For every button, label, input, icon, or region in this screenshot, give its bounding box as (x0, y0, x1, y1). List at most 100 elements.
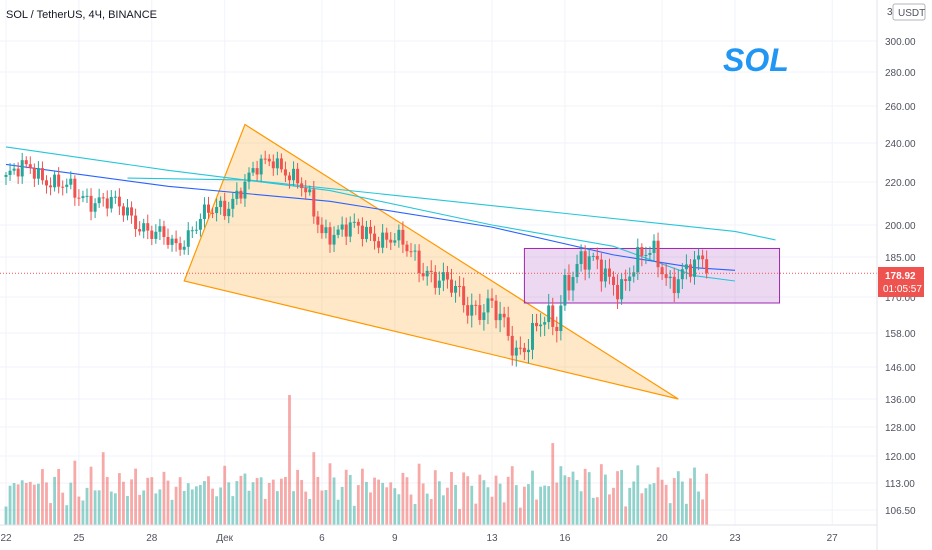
volume-bar (442, 495, 445, 525)
candle-body (28, 164, 32, 168)
volume-bar (73, 460, 77, 525)
candle-body (81, 196, 85, 198)
candle-body (211, 212, 215, 214)
candle-body (656, 240, 660, 268)
candle (113, 190, 117, 204)
candle (312, 180, 316, 224)
candle (656, 232, 660, 278)
candle (522, 342, 526, 360)
time-tick-label: 9 (392, 533, 398, 544)
candle (126, 198, 129, 221)
volume-bar (118, 473, 121, 525)
volume-bar (583, 468, 587, 525)
candle-body (397, 229, 401, 241)
volume-bar (490, 496, 494, 525)
time-tick-label: 23 (729, 533, 741, 544)
candle-body (219, 200, 223, 208)
candle (462, 277, 466, 313)
candle (567, 264, 571, 301)
candle-body (680, 269, 684, 280)
candle-body (668, 276, 672, 279)
candle (146, 214, 150, 240)
volume-bar (361, 468, 364, 525)
candle (644, 246, 648, 265)
volume-bar (454, 484, 457, 525)
candle-body (65, 184, 69, 187)
volume-bar (150, 477, 154, 525)
symbol-watermark: SOL (723, 42, 789, 78)
candle-body (612, 276, 615, 285)
volume-bar (284, 476, 287, 525)
volume-bar (685, 503, 688, 525)
candle (207, 196, 210, 219)
volume-bar (130, 479, 133, 525)
candle (559, 295, 563, 341)
candle-body (421, 273, 425, 277)
candle (138, 221, 142, 236)
volume-bar (280, 478, 283, 525)
volume-bar (644, 488, 648, 525)
candle (275, 151, 279, 176)
candle-body (117, 196, 121, 207)
price-axis[interactable]: 300.00 280.00 260.00 240.00 220.00 200.00 185.… (876, 0, 916, 550)
time-tick-label: 25 (73, 533, 85, 544)
candle (117, 188, 121, 215)
candle-body (385, 232, 389, 240)
volume-bar (255, 478, 259, 525)
candle (296, 162, 300, 189)
candle-body (607, 268, 611, 277)
volume-bar (689, 478, 692, 525)
candle (616, 274, 620, 309)
candle (612, 271, 615, 296)
volume-bar (275, 491, 279, 525)
candle (433, 265, 437, 295)
volume-bar (37, 483, 40, 525)
candle-body (364, 226, 368, 240)
candle-body (587, 256, 591, 270)
currency-badge[interactable] (892, 3, 926, 21)
volume-bar (429, 499, 433, 525)
candle-body (61, 186, 65, 188)
candle (178, 236, 182, 256)
volume-bar (126, 495, 129, 525)
candle-body (445, 272, 449, 280)
volume-bar (664, 484, 668, 525)
candle (130, 201, 134, 224)
candle (215, 198, 219, 222)
candle (445, 265, 449, 289)
price-tick-label: 240.00 (885, 139, 916, 150)
candle-body (697, 255, 701, 260)
price-tick-label: 185.00 (885, 253, 916, 264)
volume-bar (535, 499, 538, 525)
price-tick-label: 260.00 (885, 102, 916, 113)
volume-bar (539, 486, 542, 525)
candle (81, 190, 85, 203)
candle (575, 254, 579, 284)
candle-body (85, 195, 89, 197)
candle-body (624, 279, 628, 281)
candle (227, 201, 231, 224)
candle (263, 150, 267, 165)
time-tick-label: 13 (486, 533, 498, 544)
candle-body (296, 168, 300, 184)
candle (364, 220, 368, 243)
candle-body (49, 185, 53, 188)
price-tick-label: 113.00 (885, 479, 915, 490)
candle-body (340, 224, 344, 230)
candle-body (105, 198, 109, 209)
candle-body (425, 270, 429, 277)
volume-bar (199, 484, 202, 525)
volume-bar (652, 483, 656, 525)
time-axis[interactable]: 22 25 28 Дек 6 9 13 16 20 23 27 (0, 524, 877, 544)
volume-bar (97, 490, 101, 525)
volume-bar (498, 483, 502, 525)
candle-body (676, 279, 680, 294)
volume-bar (514, 485, 518, 525)
candle-body (360, 225, 364, 240)
candle-body (255, 168, 259, 175)
volume-bar (12, 483, 16, 525)
candle-body (518, 347, 522, 349)
candle (271, 154, 275, 176)
candle-body (182, 246, 186, 250)
